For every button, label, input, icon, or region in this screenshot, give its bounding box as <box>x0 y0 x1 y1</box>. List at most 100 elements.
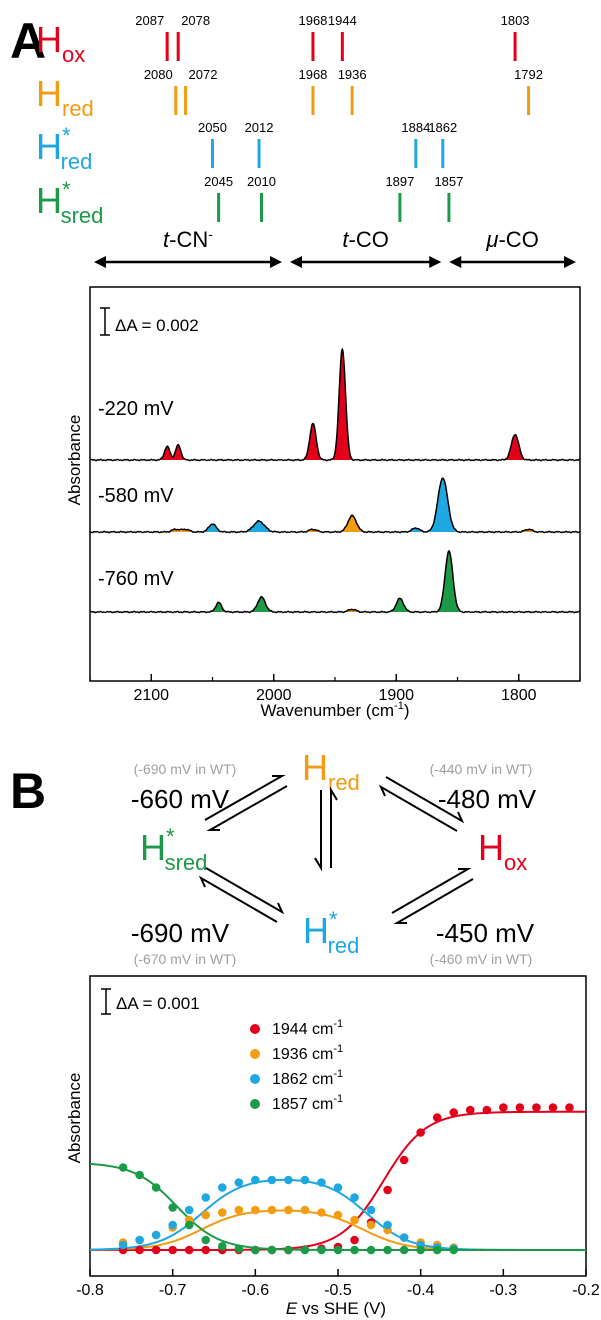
spectra-ylabel: Absorbance <box>65 415 84 506</box>
stick-label-1-4: 1792 <box>514 67 543 82</box>
data-point-0-23 <box>499 1103 508 1112</box>
spectrum-trace-2 <box>89 549 581 614</box>
data-point-1-13 <box>333 1210 343 1220</box>
data-point-1-6 <box>217 1208 227 1217</box>
spectrum-peak-fill-1-3 <box>241 521 277 532</box>
region-arrows-group: t-CN-t-CO μ-CO <box>94 226 576 268</box>
data-point-2-1 <box>135 1235 144 1245</box>
scale-bar-b: ΔA = 0.001 <box>101 988 200 1015</box>
data-point-1-15 <box>366 1220 376 1230</box>
equilibrium-arrow-top-right <box>378 776 465 832</box>
equilibrium-arrow-bottom-right <box>391 868 474 924</box>
spectrum-peak-fill-1-7 <box>427 478 459 532</box>
ir-spectra-group: -220 mV -580 mV -760 mV <box>89 347 581 614</box>
potential-top-left-wt: (-690 mV in WT) <box>134 761 237 777</box>
spectrum-label-2: -760 mV <box>98 568 174 590</box>
region-arrow-right-2 <box>564 256 576 268</box>
data-point-3-20 <box>449 1245 459 1255</box>
state-hred: Hred <box>302 747 360 795</box>
data-point-3-5 <box>201 1235 211 1245</box>
stick-label-3-2: 1897 <box>385 174 414 189</box>
data-point-3-11 <box>300 1245 310 1255</box>
stick-label-1-0: 2080 <box>144 67 173 82</box>
data-point-3-2 <box>151 1183 161 1192</box>
data-point-2-7 <box>234 1178 244 1187</box>
region-arrow-right-1 <box>429 256 442 268</box>
potential-bottom-left: -690 mV <box>131 918 230 948</box>
equilibrium-arrow-vertical <box>314 786 338 872</box>
equilibrium-arrow-top-left <box>204 775 288 831</box>
stick-label-2-1: 2012 <box>245 120 274 135</box>
data-point-0-22 <box>482 1105 492 1115</box>
stick-label-0-2: 1968 <box>298 13 327 28</box>
data-point-3-12 <box>317 1245 326 1255</box>
data-point-0-19 <box>432 1113 442 1122</box>
spectra-xtick-label-2: 1900 <box>378 687 414 704</box>
legend-marker-3 <box>250 1099 260 1109</box>
data-point-2-0 <box>118 1240 128 1250</box>
data-point-0-20 <box>449 1108 459 1117</box>
data-point-3-4 <box>184 1220 194 1230</box>
panel-b-letter: B <box>10 763 46 819</box>
redox-scheme: Hred H* sred Hox H* red <box>131 747 537 967</box>
stick-label-0-4: 1803 <box>501 13 530 28</box>
data-point-0-2 <box>151 1245 161 1255</box>
titration-xtick-label-6: -0.2 <box>572 1282 600 1299</box>
scale-bar-a-label: ΔA = 0.002 <box>115 316 199 335</box>
state-hsred: H* sred <box>140 824 207 875</box>
data-point-1-11 <box>300 1205 310 1215</box>
state-hox: Hox <box>478 827 527 875</box>
titration-xtick-label-2: -0.6 <box>242 1282 270 1299</box>
data-point-2-13 <box>333 1183 343 1192</box>
data-point-0-21 <box>465 1105 475 1115</box>
data-point-2-9 <box>267 1175 277 1185</box>
state-hred-star: H* red <box>303 907 359 958</box>
data-point-0-5 <box>201 1245 211 1255</box>
data-point-0-27 <box>565 1103 574 1112</box>
potential-top-right-wt: (-440 mV in WT) <box>430 761 533 777</box>
data-point-1-10 <box>284 1205 293 1215</box>
potential-bottom-right-wt: (-460 mV in WT) <box>430 951 533 967</box>
data-point-1-8 <box>251 1205 260 1215</box>
stick-label-2-3: 1862 <box>428 120 457 135</box>
stick-label-0-0: 2087 <box>135 13 164 28</box>
legend-label-3: 1857 cm-1 <box>272 1093 343 1113</box>
titration-xtick-label-4: -0.4 <box>407 1282 435 1299</box>
data-point-2-6 <box>217 1183 227 1192</box>
data-point-2-11 <box>300 1175 310 1185</box>
data-point-3-17 <box>399 1245 409 1255</box>
region-arrow-left-1 <box>290 256 302 268</box>
data-point-0-18 <box>416 1128 425 1137</box>
species-label-2: H* red <box>36 123 92 174</box>
data-point-0-25 <box>532 1103 541 1112</box>
scale-bar-b-label: ΔA = 0.001 <box>116 994 200 1013</box>
scale-bar-a: ΔA = 0.002 <box>100 307 199 336</box>
titration-ylabel: Absorbance <box>65 1073 84 1164</box>
data-point-0-3 <box>168 1245 177 1255</box>
titration-xtick-label-0: -0.8 <box>76 1282 104 1299</box>
equilibrium-arrow-bottom-left <box>198 867 285 923</box>
data-point-1-9 <box>267 1205 277 1215</box>
species-label-0: Hox <box>36 19 85 67</box>
data-point-3-16 <box>383 1245 392 1255</box>
data-point-1-5 <box>201 1210 211 1220</box>
spectrum-trace-0 <box>89 347 581 462</box>
region-arrow-left-2 <box>449 256 462 268</box>
data-point-3-7 <box>234 1244 244 1254</box>
potential-bottom-right: -450 mV <box>436 918 535 948</box>
data-point-3-18 <box>416 1245 425 1255</box>
spectrum-peak-fill-0-3 <box>332 349 353 460</box>
spectrum-label-1: -580 mV <box>98 485 174 507</box>
data-point-0-24 <box>515 1103 525 1112</box>
stick-label-1-2: 1968 <box>298 67 327 82</box>
data-point-0-4 <box>184 1245 194 1255</box>
data-point-3-13 <box>333 1245 343 1255</box>
potential-bottom-left-wt: (-670 mV in WT) <box>134 951 237 967</box>
data-point-3-10 <box>284 1245 293 1255</box>
legend-marker-1 <box>250 1049 260 1059</box>
region-label-0: t-CN- <box>163 226 213 252</box>
data-point-3-1 <box>135 1170 144 1180</box>
